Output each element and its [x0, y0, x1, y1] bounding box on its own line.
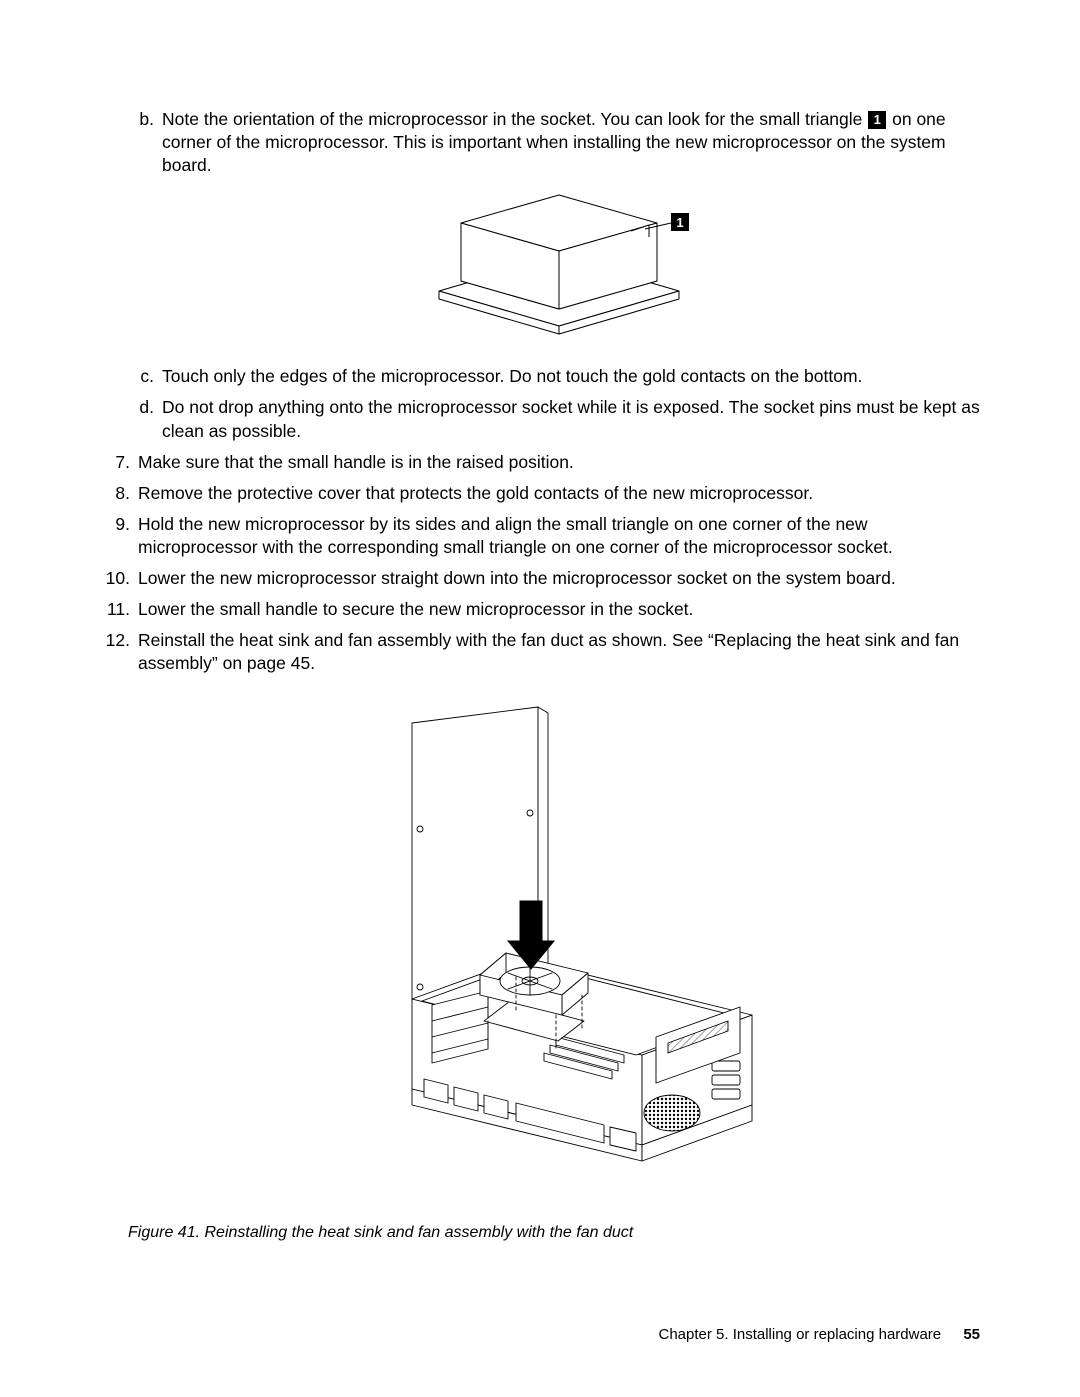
- list-marker: 7.: [100, 451, 138, 474]
- list-marker: c.: [138, 365, 162, 388]
- footer-chapter: Chapter 5. Installing or replacing hardw…: [658, 1326, 941, 1343]
- list-text-8: Remove the protective cover that protect…: [138, 482, 980, 505]
- list-marker: b.: [138, 108, 162, 177]
- callout-1-inline: 1: [868, 111, 886, 129]
- list-marker: 9.: [100, 513, 138, 559]
- footer-page-number: 55: [963, 1326, 980, 1343]
- figure-microprocessor: 1: [138, 191, 980, 347]
- list-item-b: b. Note the orientation of the microproc…: [138, 108, 980, 177]
- list-marker: 12.: [100, 629, 138, 675]
- list-item-10: 10. Lower the new microprocessor straigh…: [100, 567, 980, 590]
- list-item-11: 11. Lower the small handle to secure the…: [100, 598, 980, 621]
- list-text-10: Lower the new microprocessor straight do…: [138, 567, 980, 590]
- list-item-9: 9. Hold the new microprocessor by its si…: [100, 513, 980, 559]
- list-marker: 10.: [100, 567, 138, 590]
- figure-callout-1-label: 1: [676, 215, 683, 230]
- list-text-b-pre: Note the orientation of the microprocess…: [162, 109, 867, 129]
- list-marker: 11.: [100, 598, 138, 621]
- numbered-list: 7. Make sure that the small handle is in…: [100, 451, 980, 676]
- list-text-d: Do not drop anything onto the microproce…: [162, 396, 980, 442]
- sub-list: b. Note the orientation of the microproc…: [100, 108, 980, 443]
- list-body-b: Note the orientation of the microprocess…: [162, 108, 980, 177]
- list-text-11: Lower the small handle to secure the new…: [138, 598, 980, 621]
- list-marker: 8.: [100, 482, 138, 505]
- list-item-d: d. Do not drop anything onto the micropr…: [138, 396, 980, 442]
- figure-41-svg: [320, 701, 760, 1191]
- list-item-c: c. Touch only the edges of the microproc…: [138, 365, 980, 388]
- list-item-12: 12. Reinstall the heat sink and fan asse…: [100, 629, 980, 675]
- microprocessor-svg: 1: [409, 191, 709, 341]
- list-text-c: Touch only the edges of the microprocess…: [162, 365, 980, 388]
- page-footer: Chapter 5. Installing or replacing hardw…: [658, 1325, 980, 1345]
- list-item-8: 8. Remove the protective cover that prot…: [100, 482, 980, 505]
- list-text-7: Make sure that the small handle is in th…: [138, 451, 980, 474]
- list-marker: d.: [138, 396, 162, 442]
- figure-caption: Figure 41. Reinstalling the heat sink an…: [100, 1222, 980, 1243]
- list-text-9: Hold the new microprocessor by its sides…: [138, 513, 980, 559]
- figure-41: [100, 701, 980, 1197]
- list-text-12: Reinstall the heat sink and fan assembly…: [138, 629, 980, 675]
- list-item-7: 7. Make sure that the small handle is in…: [100, 451, 980, 474]
